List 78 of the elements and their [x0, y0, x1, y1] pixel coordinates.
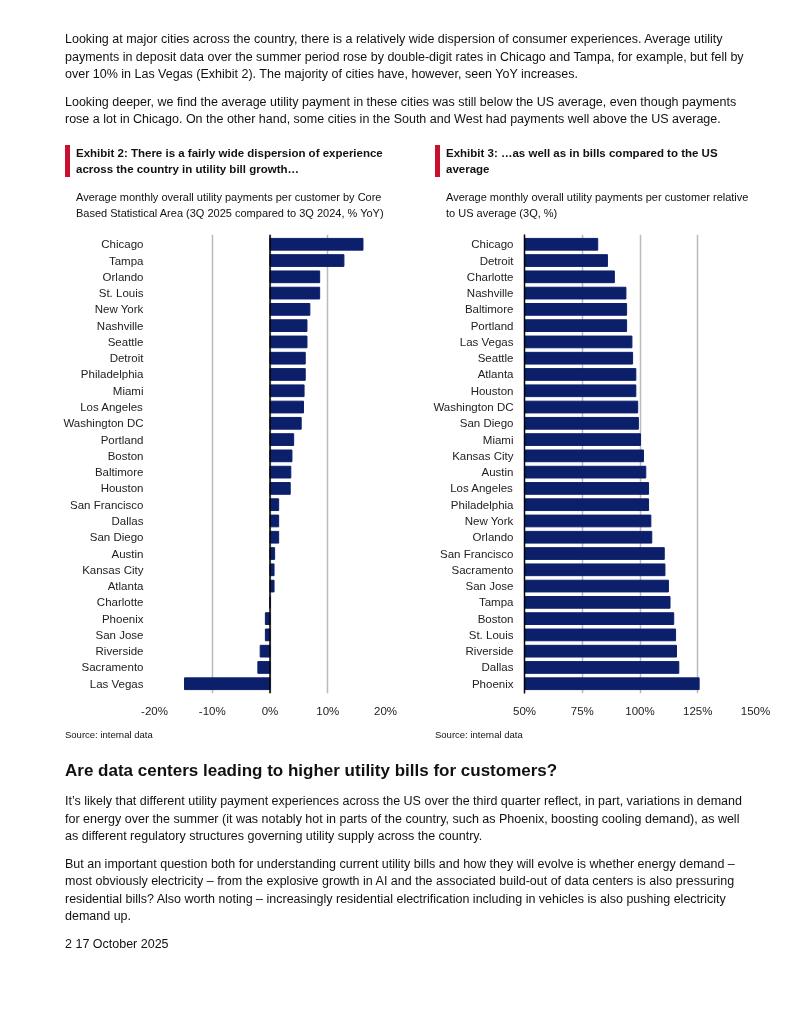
y-tick-label: Sacramento [81, 661, 144, 674]
y-tick-label: Philadelphia [450, 498, 515, 511]
x-tick-label: 125% [683, 704, 713, 717]
y-tick-label: Atlanta [107, 579, 145, 592]
y-tick-label: Detroit [109, 352, 145, 365]
y-tick-label: Detroit [479, 254, 515, 267]
y-tick-label: Baltimore [94, 466, 144, 479]
y-tick-label: Boston [107, 449, 144, 462]
x-tick-label: 75% [570, 704, 594, 717]
x-tick-label: 10% [316, 704, 340, 717]
y-tick-label: Miami [112, 384, 144, 397]
y-tick-label: San Francisco [70, 498, 144, 511]
y-tick-label: Chicago [101, 238, 144, 251]
text: Looking at major cities across the country, there is a relatively wide dispersion of consumer experiences. Average utility payments in deposit data over the summer period rose by double-digit rates in Chicago and Tampa, for example, but fell by over 10% in Las Vegas (Exhibit 2). The majority of cities have, however, seen YoY increases. [65, 31, 745, 83]
chart-subtitle: Average monthly overall utility payments per customer relative to US average (3Q, %) [445, 190, 750, 221]
y-tick-label: Chicago [471, 238, 514, 251]
y-tick-label: Riverside [465, 645, 514, 658]
y-tick-label: Atlanta [477, 368, 515, 381]
y-tick-label: Orlando [472, 531, 514, 544]
x-tick-label: 50% [512, 704, 537, 717]
y-tick-label: Nashville [466, 287, 514, 299]
y-tick-label: Baltimore [464, 303, 514, 316]
y-tick-label: Austin [111, 547, 144, 560]
y-tick-label: Phoenix [101, 612, 144, 625]
y-tick-label: Las Vegas [459, 335, 514, 348]
y-tick-label: Los Angeles [80, 400, 144, 413]
y-tick-label: Kansas City [452, 449, 514, 462]
y-tick-label: San Jose [465, 579, 514, 592]
y-tick-label: Boston [477, 612, 514, 625]
x-tick-label: -20% [141, 704, 168, 717]
y-tick-label: Washington DC [433, 400, 514, 413]
y-tick-label: Seattle [107, 335, 144, 348]
y-tick-label: Dallas [111, 514, 144, 527]
y-tick-label: San Francisco [440, 547, 514, 560]
y-tick-label: New York [464, 514, 514, 527]
y-tick-label: Kansas City [82, 563, 144, 576]
y-tick-label: Houston [470, 384, 514, 397]
y-tick-label: Sacramento [451, 563, 514, 576]
x-tick-label: 150% [740, 704, 771, 717]
y-tick-label: St. Louis [468, 628, 514, 641]
chart-title: Exhibit 2: There is a fairly wide dispersion of experience across the country in utility bill growth… [65, 144, 385, 178]
text: But an important question both for understanding current utility bills and how they will evolve is whether energy demand – most obviously electricity – from the explosive growth in AI and the associated build-out of data centers is also pressuring residential bills? Also worth noting – increasingly residential electrification including in vehicles is also pushing electricity demand up. [65, 855, 736, 926]
source-note: Source: internal data [435, 727, 523, 742]
text: Looking deeper, we find the average utility payment in these cities was still below the US average, even though payments rose a lot in Chicago. On the other hand, some cities in the South and West had payments well above the US average. [65, 93, 738, 128]
y-tick-label: Charlotte [466, 270, 514, 283]
y-tick-label: Seattle [477, 352, 514, 365]
source-note: Source: internal data [65, 727, 153, 742]
y-tick-label: St. Louis [98, 287, 144, 299]
y-tick-label: Phoenix [471, 677, 514, 690]
y-tick-label: New York [94, 303, 144, 316]
x-tick-label: 20% [373, 704, 398, 717]
y-tick-label: Austin [481, 466, 514, 479]
y-tick-label: Las Vegas [89, 677, 144, 690]
y-tick-label: Portland [100, 433, 144, 446]
y-tick-label: Nashville [96, 319, 144, 332]
chart-subtitle: Average monthly overall utility payments per customer by Core Based Statistical Area (3Q 2025 compared to 3Q 2024, % YoY) [75, 190, 385, 221]
x-tick-label: -10% [198, 704, 226, 717]
y-tick-label: Los Angeles [450, 482, 514, 495]
chart-title: Exhibit 3: …as well as in bills compared to the US average [435, 144, 755, 178]
y-tick-label: San Diego [89, 531, 144, 544]
y-tick-label: Tampa [478, 596, 515, 609]
y-tick-label: Orlando [102, 270, 144, 283]
y-tick-label: Charlotte [96, 596, 144, 609]
y-tick-label: Riverside [95, 645, 144, 658]
y-tick-label: Philadelphia [80, 368, 145, 381]
y-tick-label: Washington DC [63, 417, 144, 430]
y-tick-label: Portland [470, 319, 514, 332]
y-tick-label: Houston [100, 482, 144, 495]
text: 2 17 October 2025 [65, 935, 169, 953]
text: Are data centers leading to higher utility bills for customers? [65, 760, 558, 783]
y-tick-label: San Jose [95, 628, 144, 641]
y-tick-label: Miami [482, 433, 514, 446]
y-tick-label: San Diego [459, 417, 514, 430]
x-tick-label: 100% [625, 704, 655, 717]
x-tick-label: 0% [261, 704, 279, 717]
y-tick-label: Dallas [481, 661, 514, 674]
y-tick-label: Tampa [108, 254, 145, 267]
text: It’s likely that different utility payment experiences across the US over the third quarter reflect, in part, variations in demand for energy over the summer (it was notably hot in parts of the country, such as Phoenix, boosting cooling demand), as well as different regulatory structures governing utility supply across the country. [65, 793, 743, 846]
